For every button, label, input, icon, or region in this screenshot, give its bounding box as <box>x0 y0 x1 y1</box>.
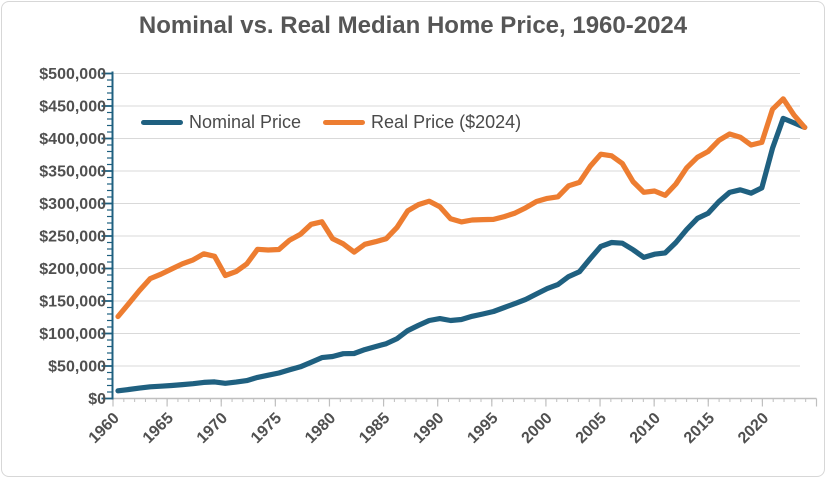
x-tick-label: 1990 <box>410 410 447 447</box>
y-tick-label: $150,000 <box>39 294 106 311</box>
y-tick-label: $500,000 <box>39 66 106 83</box>
y-tick-label: $350,000 <box>39 164 106 181</box>
chart-legend: Nominal Price Real Price ($2024) <box>141 112 521 133</box>
legend-label-real: Real Price ($2024) <box>371 112 522 132</box>
x-tick-label: 1985 <box>356 410 393 447</box>
legend-swatch-real-line <box>323 120 366 125</box>
y-tick-label: $250,000 <box>39 229 106 246</box>
x-tick-label: 1970 <box>194 410 231 447</box>
legend-item-nominal: Nominal Price <box>141 112 301 133</box>
real-price-line <box>115 96 808 320</box>
y-tick-label: $300,000 <box>39 196 106 213</box>
x-tick-label: 2005 <box>573 410 610 447</box>
x-tick-label: 2000 <box>519 410 556 447</box>
y-tick-label: $450,000 <box>39 99 106 116</box>
x-tick-label: 1960 <box>86 410 123 447</box>
y-tick-label: $200,000 <box>39 261 106 278</box>
nominal-price-line <box>115 115 808 394</box>
x-tick-label: 1965 <box>140 410 177 447</box>
x-tick-label: 1980 <box>302 410 339 447</box>
legend-swatch-nominal-line <box>141 120 183 125</box>
x-tick-label: 2010 <box>627 410 664 447</box>
legend-label-nominal: Nominal Price <box>189 112 302 132</box>
x-tick-label: 2015 <box>681 410 718 447</box>
y-tick-label: $50,000 <box>48 359 106 376</box>
x-tick-label: 1975 <box>248 410 285 447</box>
y-tick-label: $0 <box>88 391 106 408</box>
y-tick-label: $100,000 <box>39 326 106 343</box>
x-tick-label: 2020 <box>735 410 772 447</box>
y-tick-label: $400,000 <box>39 131 106 148</box>
chart-title: Nominal vs. Real Median Home Price, 1960… <box>138 12 688 39</box>
x-tick-label: 1995 <box>464 410 501 447</box>
legend-item-real: Real Price ($2024) <box>323 112 521 133</box>
